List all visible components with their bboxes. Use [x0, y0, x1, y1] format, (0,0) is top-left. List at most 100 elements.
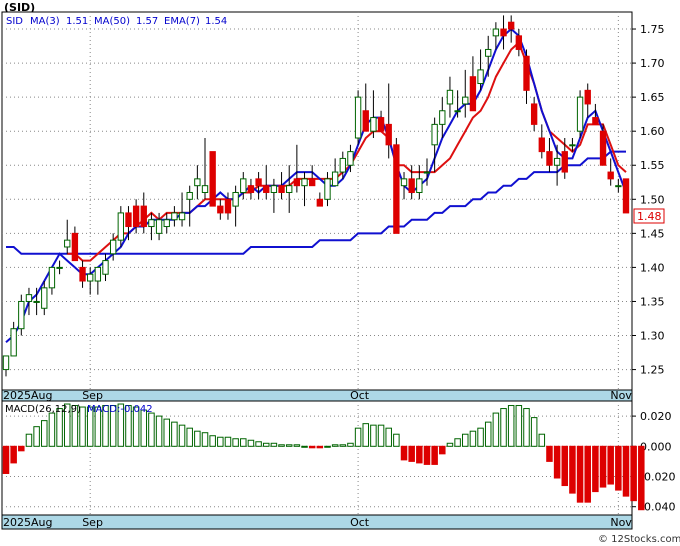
macd-bar-negative	[408, 445, 415, 462]
candles	[2, 15, 630, 377]
macd-bar-negative	[553, 445, 561, 479]
macd-bar-negative	[308, 445, 316, 449]
macd-bar-positive	[171, 421, 178, 447]
legend-ema7-value: 1.54	[205, 16, 227, 27]
macd-x-axis: 2025Aug Sep Oct Nov	[3, 516, 632, 529]
macd-bar-positive	[339, 444, 347, 447]
macd-bar-positive	[109, 405, 117, 447]
candle-body-down	[362, 110, 369, 132]
candle-body-down	[500, 28, 507, 37]
candle-body-up	[347, 151, 354, 166]
candle-body-down	[125, 212, 132, 228]
candle-body-up	[615, 185, 622, 188]
candle-body-up	[301, 178, 308, 187]
candle-body-down	[561, 151, 568, 173]
chart-title: (SID)	[4, 1, 35, 14]
candle-body-down	[132, 205, 140, 228]
macd-tick-label: -0.020	[640, 470, 675, 483]
macd-bar-negative	[423, 445, 431, 465]
price-x-label: 2025Aug	[3, 389, 52, 402]
candle-body-up	[194, 178, 201, 187]
price-tick-label: 1.65	[640, 91, 665, 104]
candle-body-up	[446, 89, 454, 105]
macd-bar-positive	[362, 423, 370, 447]
price-y-axis: 1.25 1.30 1.35 1.40 1.45 1.50 1.55 1.60 1.65 1.70…	[632, 23, 665, 377]
macd-x-axis-band	[1, 514, 633, 530]
legend-ma3-label: MA(3)	[30, 16, 60, 27]
macd-bar-negative	[638, 445, 645, 511]
macd-bars	[2, 403, 645, 511]
macd-bar-positive	[132, 406, 140, 447]
macd-bar-positive	[446, 442, 454, 447]
candle-body-up	[270, 185, 278, 193]
macd-bar-negative	[584, 445, 591, 503]
candle-body-up	[56, 266, 63, 269]
candle-body-down	[538, 137, 545, 153]
macd-bar-positive	[125, 405, 132, 447]
price-tick-label: 1.45	[640, 227, 665, 240]
candle-body-up	[186, 191, 193, 200]
candle-body-up	[48, 266, 56, 289]
macd-bar-positive	[148, 412, 155, 447]
candle-body-down	[217, 205, 224, 214]
macd-bar-positive	[377, 424, 385, 447]
macd-x-label: 2025Aug	[3, 516, 52, 529]
watermark: © 12Stocks.com	[598, 534, 680, 545]
legend-ema7-label: EMA(7)	[164, 16, 200, 27]
macd-bar-positive	[201, 432, 209, 447]
candle-body-up	[178, 212, 186, 221]
macd-bar-positive	[285, 444, 293, 447]
macd-bar-positive	[224, 436, 232, 447]
candle-body-up	[339, 157, 346, 173]
macd-bar-negative	[10, 445, 17, 464]
macd-bar-positive	[500, 408, 507, 447]
macd-bar-negative	[18, 445, 25, 452]
macd-bar-positive	[178, 424, 186, 447]
macd-bar-positive	[25, 433, 33, 447]
candle-body-down	[530, 103, 538, 125]
macd-bar-negative	[2, 445, 10, 474]
macd-bar-positive	[240, 438, 247, 447]
candle-body-up	[201, 185, 209, 193]
candle-body-up	[117, 212, 124, 241]
candle-body-up	[370, 117, 377, 132]
macd-bar-positive	[469, 430, 477, 447]
candle-body-down	[377, 117, 385, 132]
macd-x-label: Nov	[610, 516, 632, 529]
macd-bar-positive	[530, 417, 538, 447]
candle-body-down	[599, 130, 607, 166]
macd-bar-negative	[439, 445, 446, 455]
legend-ma3-value: 1.51	[66, 16, 88, 27]
macd-bar-positive	[385, 427, 392, 447]
macd-bar-positive	[194, 430, 201, 447]
candle-body-up	[25, 294, 33, 302]
price-x-label: Oct	[350, 389, 370, 402]
candle-body-up	[492, 28, 500, 37]
candle-body-down	[209, 151, 216, 207]
candle-body-down	[255, 178, 262, 187]
candle-body-down	[263, 185, 270, 193]
macd-bar-positive	[255, 441, 262, 447]
candle-body-up	[454, 110, 461, 113]
macd-bar-positive	[331, 444, 339, 447]
macd-bar-positive	[293, 444, 301, 447]
macd-legend-label: MACD(26,12,9)	[5, 404, 81, 415]
candle-body-up	[354, 96, 362, 139]
candle-body-up	[64, 239, 71, 248]
price-tick-label: 1.35	[640, 295, 665, 308]
macd-bar-positive	[278, 444, 285, 447]
macd-bar-positive	[217, 436, 224, 447]
price-tick-label: 1.75	[640, 23, 665, 36]
macd-bar-negative	[316, 445, 324, 449]
candle-body-down	[278, 185, 285, 193]
macd-tick-label: -0.040	[640, 501, 675, 514]
macd-bar-negative	[561, 445, 569, 487]
legend-ma50-label: MA(50)	[94, 16, 130, 27]
macd-bar-positive	[48, 412, 56, 447]
macd-bar-negative	[622, 445, 630, 497]
macd-bar-positive	[354, 427, 362, 447]
candle-body-up	[576, 96, 584, 132]
macd-bar-positive	[94, 406, 102, 447]
macd-bar-negative	[592, 445, 599, 493]
